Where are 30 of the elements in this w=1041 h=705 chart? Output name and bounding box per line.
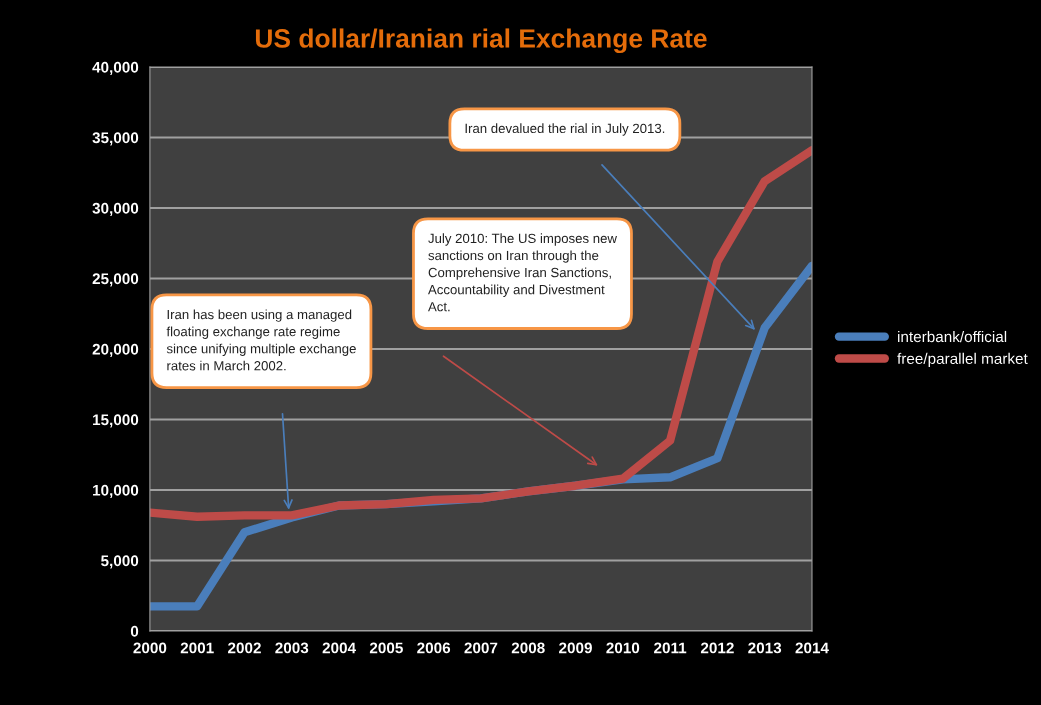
- x-tick-label: 2005: [369, 642, 403, 654]
- legend-label: interbank/official: [898, 330, 1007, 343]
- x-tick-label: 2007: [464, 642, 498, 654]
- x-tick-label: 2003: [275, 642, 309, 654]
- x-tick-label: 2002: [228, 642, 261, 654]
- x-tick-label: 2011: [654, 642, 687, 654]
- chart-title: US dollar/Iranian rial Exchange Rate: [255, 28, 707, 54]
- annotation: Iran devalued the rial in July 2013.: [465, 123, 665, 136]
- x-tick-label: 2004: [322, 642, 356, 654]
- x-tick-label: 2009: [559, 642, 592, 654]
- y-tick-label: 35,000: [92, 132, 139, 146]
- annotation: July 2010: The US imposes new sanctions on Iran through the Comprehensive Iran Sanctions, Accountability and Divestment Act.: [428, 233, 617, 312]
- x-tick-label: 2014: [795, 642, 829, 654]
- x-tick-label: 2000: [133, 642, 167, 654]
- y-tick-label: 15,000: [93, 414, 139, 428]
- x-tick-label: 2001: [180, 642, 214, 654]
- y-tick-label: 20,000: [92, 343, 139, 357]
- y-tick-label: 10,000: [93, 484, 139, 498]
- y-tick-label: 0: [130, 625, 139, 637]
- y-tick-label: 30,000: [92, 202, 139, 216]
- legend-label: free/parallel market: [897, 352, 1028, 368]
- y-tick-label: 5,000: [101, 555, 139, 569]
- y-tick-label: 40,000: [92, 61, 139, 75]
- x-tick-label: 2013: [748, 642, 782, 654]
- annotation: Iran has been using a managed floating exchange rate regime since unifying multiple exchange rates in March 2002.: [166, 309, 356, 371]
- y-tick-label: 25,000: [92, 273, 139, 287]
- x-tick-label: 2006: [417, 642, 451, 654]
- x-tick-label: 2010: [606, 642, 640, 654]
- x-tick-label: 2012: [700, 642, 734, 654]
- x-tick-label: 2008: [511, 642, 545, 654]
